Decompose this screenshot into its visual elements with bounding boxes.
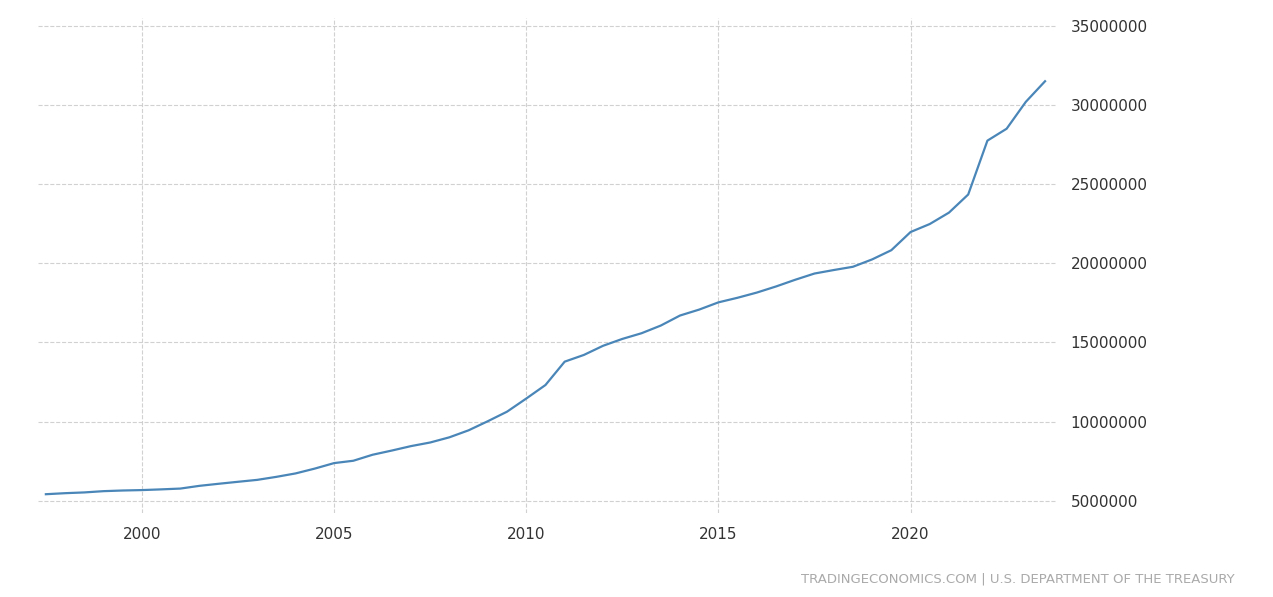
- Text: TRADINGECONOMICS.COM | U.S. DEPARTMENT OF THE TREASURY: TRADINGECONOMICS.COM | U.S. DEPARTMENT O…: [801, 572, 1235, 585]
